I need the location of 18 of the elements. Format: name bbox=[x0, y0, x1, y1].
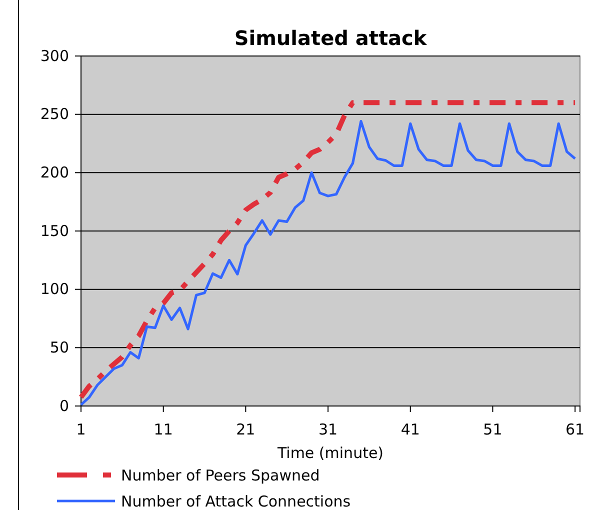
x-tick-label: 41 bbox=[400, 420, 420, 438]
legend-label: Number of Attack Connections bbox=[121, 492, 351, 510]
x-axis-title: Time (minute) bbox=[276, 444, 384, 462]
y-tick-label: 0 bbox=[59, 396, 69, 415]
x-tick-label: 31 bbox=[318, 420, 338, 438]
y-tick-label: 150 bbox=[40, 222, 69, 240]
y-tick-label: 250 bbox=[40, 105, 69, 124]
y-tick-label: 300 bbox=[40, 46, 69, 65]
x-tick-label: 11 bbox=[154, 420, 173, 438]
x-tick-label: 1 bbox=[76, 420, 86, 438]
x-tick-label: 61 bbox=[566, 420, 585, 438]
chart-title: Simulated attack bbox=[234, 26, 428, 50]
x-tick-label: 21 bbox=[236, 420, 256, 438]
y-tick-label: 200 bbox=[40, 163, 69, 182]
legend-label: Number of Peers Spawned bbox=[121, 466, 320, 484]
y-tick-label: 50 bbox=[50, 338, 69, 356]
y-tick-label: 100 bbox=[40, 280, 69, 298]
x-tick-label: 51 bbox=[483, 420, 502, 438]
